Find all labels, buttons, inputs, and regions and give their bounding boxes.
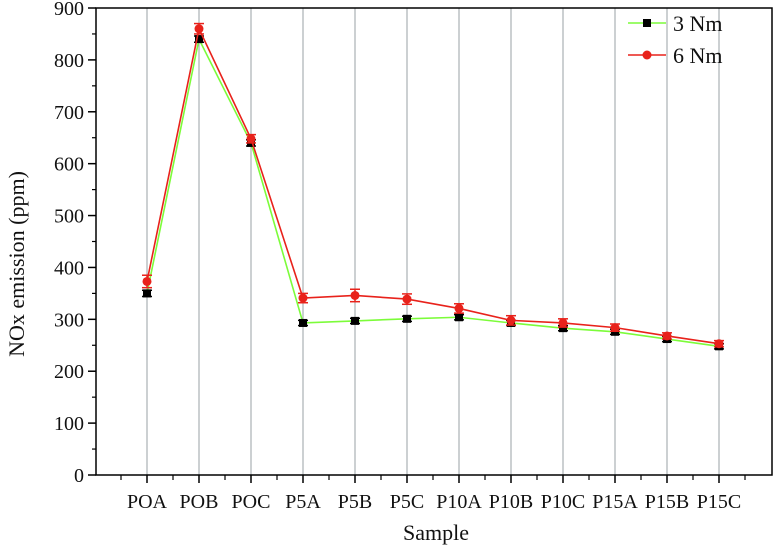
x-tick-label: P10C [541, 491, 585, 513]
y-tick-label: 500 [54, 206, 84, 228]
data-point [194, 24, 204, 34]
data-point [298, 293, 308, 303]
x-tick-label: P15A [592, 491, 638, 513]
y-tick-label: 700 [54, 102, 84, 124]
x-tick-label: P5B [338, 491, 372, 513]
data-point [142, 276, 152, 286]
legend-item: 3 Nm [628, 11, 723, 36]
data-point [714, 339, 724, 349]
legend-marker [642, 50, 652, 60]
data-point [558, 318, 568, 328]
data-point [143, 289, 151, 298]
x-tick-label: POB [180, 491, 219, 513]
axes: 0 100 200 300 400 500 600 700 800 900 POA POB POC P5A… [54, 0, 773, 513]
y-tick-label: 600 [54, 154, 84, 176]
y-tick-label: 400 [54, 257, 84, 279]
y-tick-label: 800 [54, 50, 84, 72]
x-tick-label: POC [232, 491, 271, 513]
series-6-nm [142, 22, 724, 349]
plot-frame [95, 7, 773, 476]
x-tick-label: P5C [390, 491, 424, 513]
y-tick-label: 300 [54, 309, 84, 331]
x-tick-label: P10A [436, 491, 482, 513]
data-point [195, 35, 203, 44]
legend-label: 6 Nm [673, 43, 723, 68]
data-point [402, 294, 412, 304]
y-tick-label: 0 [74, 465, 84, 487]
legend-marker [643, 19, 651, 27]
x-tick-label: P5A [285, 491, 321, 513]
x-axis-label: Sample [403, 520, 469, 545]
data-point [455, 313, 463, 322]
data-point [454, 303, 464, 313]
data-point [350, 290, 360, 300]
legend: 3 Nm 6 Nm [628, 11, 723, 68]
series-line [146, 36, 720, 348]
x-tick-label: P10B [489, 491, 533, 513]
y-tick-label: 100 [54, 413, 84, 435]
series-layer [142, 22, 724, 351]
grid-lines [146, 8, 720, 475]
series-line [146, 26, 720, 345]
data-point [559, 324, 567, 333]
data-point [246, 134, 256, 144]
y-tick-label: 900 [54, 0, 84, 20]
data-point [662, 331, 672, 341]
data-point [351, 316, 359, 325]
data-point [403, 314, 411, 323]
data-point [299, 318, 307, 327]
data-point [506, 315, 516, 325]
legend-item: 6 Nm [628, 43, 723, 68]
data-point [610, 323, 620, 333]
x-tick-label: POA [127, 491, 168, 513]
y-axis-label: NOx emission (ppm) [4, 171, 29, 357]
y-tick-label: 200 [54, 361, 84, 383]
legend-label: 3 Nm [673, 11, 723, 36]
x-tick-label: P15C [697, 491, 741, 513]
x-tick-label: P15B [645, 491, 689, 513]
